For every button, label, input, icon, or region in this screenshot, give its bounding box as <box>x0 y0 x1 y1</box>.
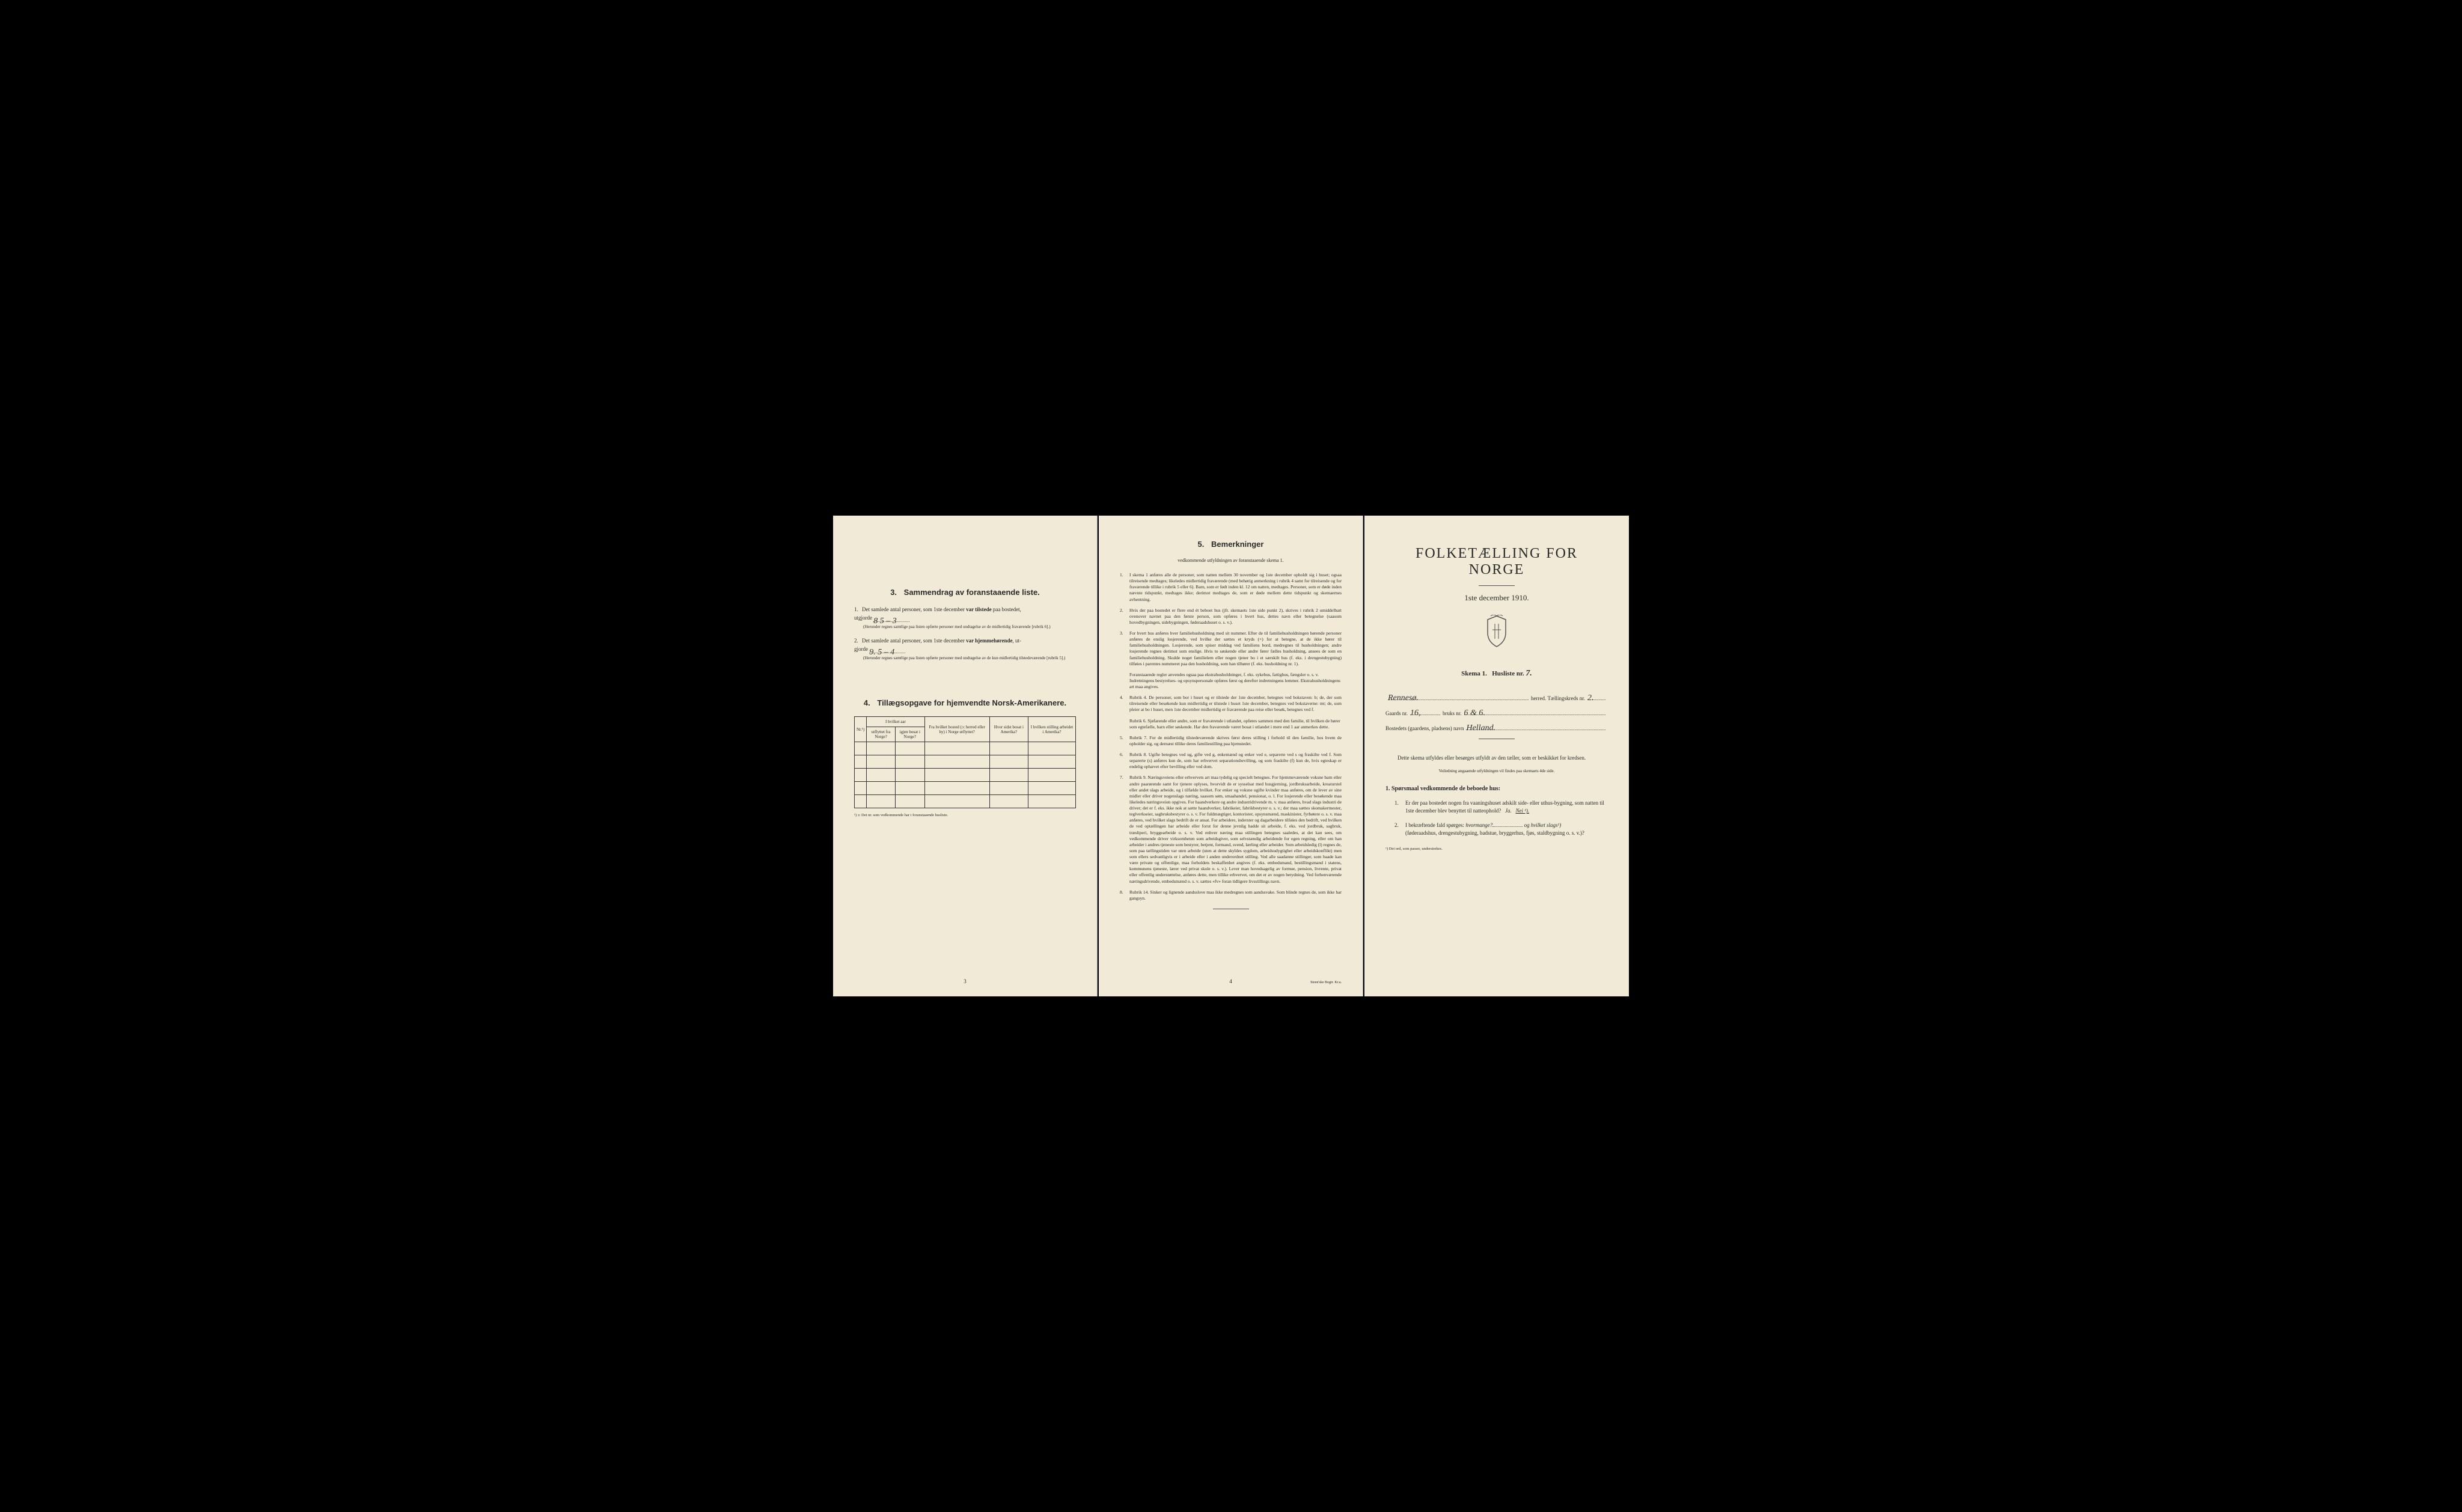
gaards-value: 16, <box>1410 709 1421 718</box>
kreds-value: 2. <box>1587 694 1594 703</box>
item-1: 1. Det samlede antal personer, som 1ste … <box>854 606 1076 630</box>
bruks-value: 6 & 6. <box>1464 709 1485 718</box>
intro-text: Dette skema utfyldes eller besørges utfy… <box>1385 754 1608 763</box>
th-utflyttet: utflyttet fra Norge? <box>867 727 896 742</box>
remark-item: 6.Rubrik 8. Ugifte betegnes ved ug, gift… <box>1120 752 1342 770</box>
th-aar: I hvilket aar <box>867 717 924 727</box>
th-bosted: Fra hvilket bosted (ɔ: herred eller by) … <box>924 717 989 742</box>
remark-sub: Foranstaaende regler anvendes ogsaa paa … <box>1129 672 1342 690</box>
remark-item: 2.Hvis der paa bostedet er flere end ét … <box>1120 608 1342 626</box>
item-2: 2. Det samlede antal personer, som 1ste … <box>854 637 1076 661</box>
th-amerika: Hvor sidst bosat i Amerika? <box>989 717 1028 742</box>
remark-item: 8.Rubrik 14. Sinker og lignende aandsslo… <box>1120 889 1342 901</box>
remark-item: 3.For hvert hus anføres hver familiehush… <box>1120 630 1342 667</box>
remark-sub: Rubrik 6. Sjøfarende eller andre, som er… <box>1129 718 1342 730</box>
page-3: 3. Sammendrag av foranstaaende liste. 1.… <box>833 516 1098 996</box>
remark-item: 5.Rubrik 7. For de midlertidig tilstedev… <box>1120 735 1342 747</box>
remark-item: 4.Rubrik 4. De personer, som bor i huset… <box>1120 695 1342 713</box>
section-5-subtitle: vedkommende utfyldningen av foranstaaend… <box>1120 558 1342 563</box>
table-footnote: ¹) ɔ: Det nr. som vedkommende har i fora… <box>854 813 1076 817</box>
question-2: 2. I bekræftende fald spørges: hvormange… <box>1394 822 1608 838</box>
coat-of-arms-icon <box>1385 615 1608 654</box>
remarks-list: 1.I skema 1 anføres alle de personer, so… <box>1120 572 1342 901</box>
question-section-title: 1. Spørsmaal vedkommende de beboede hus: <box>1385 785 1608 792</box>
skema-line: Skema 1. Husliste nr. 7. <box>1385 669 1608 678</box>
th-stilling: I hvilken stilling arbeidet i Amerika? <box>1028 717 1075 742</box>
section-4-title: 4. Tillægsopgave for hjemvendte Norsk-Am… <box>854 698 1076 707</box>
table-row <box>855 742 1076 755</box>
remark-item: 7.Rubrik 9. Næringsveiens eller erhverve… <box>1120 775 1342 884</box>
table-row <box>855 795 1076 808</box>
gaards-field: Gaards nr. 16, bruks nr. 6 & 6. <box>1385 709 1608 716</box>
document-spread: 3. Sammendrag av foranstaaende liste. 1.… <box>833 516 1629 996</box>
section-3-title: 3. Sammendrag av foranstaaende liste. <box>854 588 1076 597</box>
th-bosat: igjen bosat i Norge? <box>895 727 924 742</box>
table-row <box>855 755 1076 769</box>
th-nr: Nr.¹) <box>855 717 867 742</box>
footnote: ¹) Det ord, som passer, understrekes. <box>1385 847 1608 851</box>
section-5-title: 5. Bemerkninger <box>1120 540 1342 549</box>
main-date: 1ste december 1910. <box>1385 593 1608 603</box>
intro-note: Veiledning angaaende utfyldningen vil fi… <box>1385 769 1608 773</box>
bosted-field: Bostedets (gaardens, pladsens) navn Hell… <box>1385 724 1608 731</box>
bosted-value: Helland. <box>1466 724 1495 733</box>
page-title: FOLKETÆLLING FOR NORGE 1ste december 191… <box>1364 516 1629 996</box>
herred-field: Rennesø. herred. Tællingskreds nr. 2. <box>1385 694 1608 701</box>
remark-item: 1.I skema 1 anføres alle de personer, so… <box>1120 572 1342 603</box>
answer-nei: Nei ¹). <box>1515 808 1529 814</box>
amerikanere-table: Nr.¹) I hvilket aar Fra hvilket bosted (… <box>854 716 1076 808</box>
herred-value: Rennesø. <box>1388 694 1419 703</box>
table-row <box>855 782 1076 795</box>
printer-mark: Steen'ske Bogtr. Kr.a. <box>1310 981 1342 984</box>
table-row <box>855 769 1076 782</box>
page-number: 4 <box>1229 978 1232 984</box>
main-title: FOLKETÆLLING FOR NORGE <box>1385 546 1608 578</box>
husliste-value: 7. <box>1526 669 1532 678</box>
page-4: 5. Bemerkninger vedkommende utfyldningen… <box>1099 516 1363 996</box>
page-number: 3 <box>964 978 967 984</box>
separator <box>1479 585 1515 586</box>
question-1: 1. Er der paa bostedet nogen fra vaaning… <box>1394 799 1608 815</box>
